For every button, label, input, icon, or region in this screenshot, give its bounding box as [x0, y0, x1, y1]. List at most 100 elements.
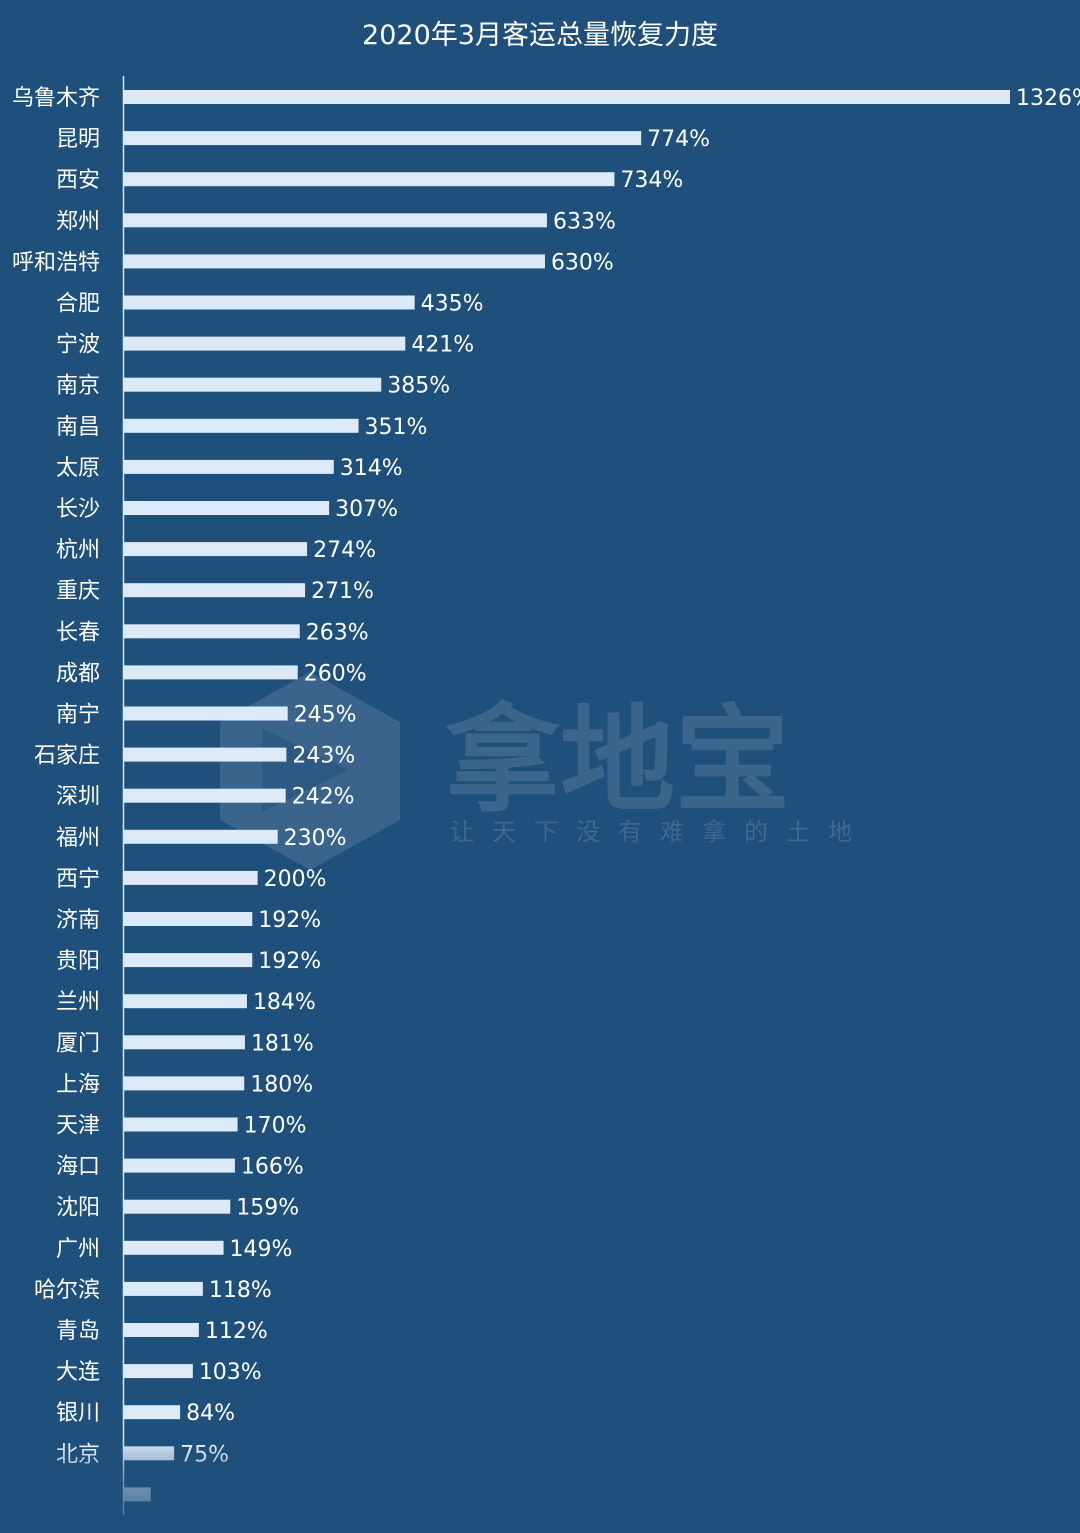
bar-row: 沈阳 159%: [56, 1196, 299, 1221]
value-label: 314%: [340, 456, 403, 481]
category-label: 石家庄: [34, 744, 100, 769]
bar-row: 厦门 181%: [56, 1031, 314, 1056]
value-label: 192%: [258, 908, 321, 933]
bar: [124, 254, 545, 269]
bar-row: 海口 166%: [56, 1155, 304, 1180]
category-label: 太原: [56, 456, 100, 481]
bar: [124, 459, 334, 474]
bar: [124, 747, 287, 762]
bar-row: 南宁 245%: [56, 703, 357, 728]
value-label: 180%: [250, 1072, 313, 1097]
bar: [124, 1035, 245, 1050]
bar-row: 宁波 421%: [56, 333, 474, 358]
bar-row: 杭州 274%: [56, 538, 376, 563]
value-label: 170%: [244, 1114, 307, 1139]
bar-row: 郑州 633%: [56, 209, 616, 234]
bar-row: 福州 230%: [56, 826, 347, 851]
category-label: 西安: [56, 168, 100, 193]
value-label: 184%: [253, 990, 316, 1015]
category-label: 沈阳: [56, 1196, 100, 1221]
category-label: 南宁: [56, 703, 100, 728]
bar: [124, 788, 286, 803]
category-label: 哈尔滨: [34, 1278, 100, 1303]
bar: [124, 501, 330, 515]
category-label: 长沙: [56, 497, 100, 522]
bar-row: 长春 263%: [56, 620, 369, 645]
bars-layer: 乌鲁木齐 1326% 昆明 774% 西安 734% 郑州 633% 呼和浩特 630% 合肥 435…: [12, 86, 1080, 1502]
bar: [124, 1364, 193, 1379]
category-label: 乌鲁木齐: [12, 86, 100, 111]
bar: [124, 870, 258, 885]
value-label: 200%: [264, 867, 327, 892]
category-label: 西宁: [56, 867, 100, 892]
value-label: 274%: [313, 538, 376, 563]
bar-row: 呼和浩特 630%: [12, 250, 614, 275]
bar-row: 乌鲁木齐 1326%: [12, 86, 1080, 111]
value-label: 192%: [258, 949, 321, 974]
value-label: 421%: [411, 333, 474, 358]
bar-row: 太原 314%: [56, 456, 403, 481]
bar: [124, 583, 306, 598]
bar-row: 银川 84%: [56, 1401, 235, 1426]
category-label: 银川: [56, 1401, 100, 1426]
value-label: 245%: [294, 703, 357, 728]
bar: [124, 706, 288, 721]
value-label: 271%: [311, 579, 374, 604]
value-label: 149%: [230, 1237, 293, 1262]
value-label: 774%: [647, 127, 710, 152]
bar: [124, 829, 278, 844]
bar: [124, 912, 253, 926]
category-label: 兰州: [56, 990, 100, 1015]
bar-row: 南昌 351%: [56, 415, 427, 440]
watermark-name: 拿地宝: [445, 694, 790, 828]
category-label: 上海: [56, 1072, 100, 1097]
category-label: 天津: [56, 1114, 100, 1139]
category-label: 大连: [56, 1360, 100, 1385]
chart-title: 2020年3月客运总量恢复力度: [362, 20, 718, 51]
bar: [124, 665, 298, 680]
bar-row: 成都 260%: [56, 661, 367, 686]
value-label: 118%: [209, 1278, 272, 1303]
category-label: 宁波: [56, 333, 100, 358]
category-label: 南京: [56, 374, 100, 399]
category-label: 贵阳: [56, 949, 100, 974]
bar-row: 济南 192%: [56, 908, 321, 933]
bar-row: 深圳 242%: [56, 785, 355, 810]
value-label: 307%: [335, 497, 398, 522]
value-label: 260%: [304, 661, 367, 686]
value-label: 630%: [551, 250, 614, 275]
category-label: 合肥: [56, 292, 100, 317]
value-label: 84%: [186, 1401, 235, 1426]
bar: [124, 90, 1010, 104]
bar: [124, 542, 308, 557]
value-label: 159%: [236, 1196, 299, 1221]
bar: [124, 1240, 224, 1255]
bar-row: 重庆 271%: [56, 579, 374, 604]
bar-row: 西宁 200%: [56, 867, 327, 892]
value-label: 263%: [306, 620, 369, 645]
bar: [124, 131, 642, 146]
bar-row: 大连 103%: [56, 1360, 262, 1385]
category-label: 青岛: [56, 1319, 100, 1344]
value-label: 243%: [292, 744, 355, 769]
bar: [124, 418, 359, 433]
value-label: 230%: [284, 826, 347, 851]
bottom-fade: [0, 1438, 1080, 1533]
bar: [124, 953, 253, 968]
watermark: 拿地宝 让天下没有难拿的土地: [220, 672, 870, 870]
value-label: 242%: [292, 785, 355, 810]
bar: [124, 1117, 238, 1132]
bar: [124, 994, 247, 1009]
bar: [124, 295, 415, 310]
bar-row: 南京 385%: [56, 374, 450, 399]
bar: [124, 1323, 199, 1337]
bar-row: 石家庄 243%: [34, 744, 355, 769]
category-label: 厦门: [56, 1031, 100, 1056]
bar: [124, 1158, 235, 1173]
bar-row: 长沙 307%: [56, 497, 398, 522]
category-label: 重庆: [56, 579, 100, 604]
watermark-slogan: 让天下没有难拿的土地: [450, 818, 870, 846]
bar-row: 兰州 184%: [56, 990, 316, 1015]
bar-row: 广州 149%: [56, 1237, 292, 1262]
